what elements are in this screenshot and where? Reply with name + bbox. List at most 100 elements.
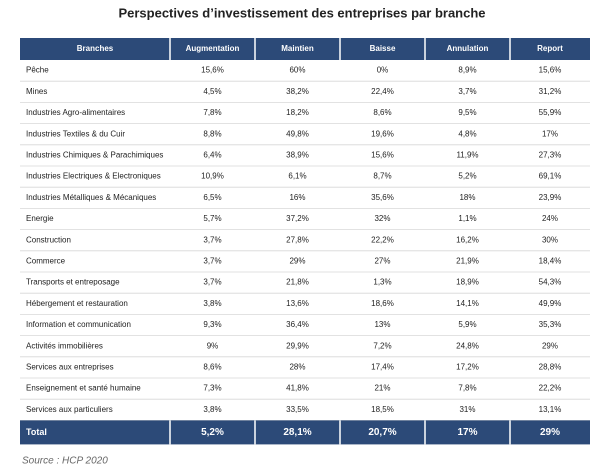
branch-cell: Industries Electriques & Electroniques	[26, 172, 161, 181]
value-cell: 27%	[374, 257, 390, 266]
value-cell: 6,5%	[203, 193, 221, 202]
value-cell: 13%	[374, 320, 390, 329]
value-cell: 29%	[289, 257, 305, 266]
branch-cell: Mines	[26, 87, 47, 96]
value-cell: 0%	[377, 66, 389, 75]
value-cell: 9%	[207, 341, 219, 350]
branch-cell: Information et communication	[26, 320, 131, 329]
branch-cell: Construction	[26, 235, 71, 244]
value-cell: 22,4%	[371, 87, 394, 96]
value-cell: 27,3%	[539, 151, 562, 160]
branch-cell: Industries Agro-alimentaires	[26, 108, 125, 117]
value-cell: 15,6%	[201, 66, 224, 75]
value-cell: 60%	[289, 66, 305, 75]
branch-cell: Enseignement et santé humaine	[26, 384, 141, 393]
value-cell: 29%	[542, 341, 558, 350]
source: Source : HCP 2020	[22, 456, 108, 467]
branch-cell: Industries Métalliques & Mécaniques	[26, 193, 156, 202]
value-cell: 33,5%	[286, 405, 309, 414]
value-cell: 5,7%	[203, 214, 221, 223]
value-cell: 15,6%	[539, 66, 562, 75]
header-cell: Maintien	[281, 44, 314, 53]
value-cell: 8,9%	[458, 66, 476, 75]
branch-cell: Industries Textiles & du Cuir	[26, 129, 125, 138]
value-cell: 27,8%	[286, 235, 309, 244]
value-cell: 8,6%	[373, 108, 391, 117]
value-cell: 3,7%	[203, 257, 221, 266]
value-cell: 28%	[289, 363, 305, 372]
value-cell: 41,8%	[286, 384, 309, 393]
value-cell: 1,3%	[373, 278, 391, 287]
value-cell: 18,2%	[286, 108, 309, 117]
branch-cell: Energie	[26, 214, 54, 223]
value-cell: 37,2%	[286, 214, 309, 223]
value-cell: 24%	[542, 214, 558, 223]
value-cell: 49,8%	[286, 129, 309, 138]
branch-cell: Hébergement et restauration	[26, 299, 128, 308]
value-cell: 16,2%	[456, 235, 479, 244]
value-cell: 31%	[459, 405, 475, 414]
value-cell: 3,7%	[458, 87, 476, 96]
header-cell: Branches	[77, 44, 114, 53]
value-cell: 7,3%	[203, 384, 221, 393]
header-cell: Annulation	[447, 44, 489, 53]
branch-cell: Commerce	[26, 257, 66, 266]
value-cell: 10,9%	[201, 172, 224, 181]
value-cell: 17%	[542, 129, 558, 138]
total-cell: 5,2%	[201, 427, 224, 438]
value-cell: 36,4%	[286, 320, 309, 329]
value-cell: 21,9%	[456, 257, 479, 266]
value-cell: 4,5%	[203, 87, 221, 96]
value-cell: 32%	[374, 214, 390, 223]
branch-cell: Pêche	[26, 66, 49, 75]
value-cell: 24,8%	[456, 341, 479, 350]
header-cell: Augmentation	[186, 44, 240, 53]
value-cell: 6,1%	[288, 172, 306, 181]
branch-cell: Activités immobilières	[26, 341, 103, 350]
value-cell: 15,6%	[371, 151, 394, 160]
value-cell: 18,9%	[456, 278, 479, 287]
header-row	[20, 38, 590, 60]
value-cell: 69,1%	[539, 172, 562, 181]
value-cell: 22,2%	[539, 384, 562, 393]
value-cell: 6,4%	[203, 151, 221, 160]
value-cell: 3,8%	[203, 405, 221, 414]
value-cell: 23,9%	[539, 193, 562, 202]
value-cell: 55,9%	[539, 108, 562, 117]
value-cell: 13,1%	[539, 405, 562, 414]
value-cell: 11,9%	[456, 151, 478, 160]
branch-cell: Industries Chimiques & Parachimiques	[26, 151, 163, 160]
header-cell: Baisse	[370, 44, 396, 53]
value-cell: 21,8%	[286, 278, 309, 287]
value-cell: 29,9%	[286, 341, 309, 350]
value-cell: 3,7%	[203, 278, 221, 287]
value-cell: 1,1%	[458, 214, 476, 223]
value-cell: 4,8%	[458, 129, 476, 138]
title: Perspectives d’investissement des entrep…	[118, 5, 485, 20]
value-cell: 13,6%	[286, 299, 309, 308]
value-cell: 31,2%	[539, 87, 562, 96]
value-cell: 3,8%	[203, 299, 221, 308]
value-cell: 17,4%	[371, 363, 394, 372]
value-cell: 30%	[542, 235, 558, 244]
total-cell: 17%	[457, 427, 477, 438]
value-cell: 7,2%	[373, 341, 391, 350]
header-cell: Report	[537, 44, 563, 53]
value-cell: 54,3%	[539, 278, 562, 287]
value-cell: 18%	[459, 193, 475, 202]
value-cell: 9,5%	[458, 108, 476, 117]
total-cell: 28,1%	[283, 427, 311, 438]
value-cell: 8,8%	[203, 129, 221, 138]
value-cell: 18,6%	[371, 299, 394, 308]
value-cell: 9,3%	[203, 320, 221, 329]
value-cell: 22,2%	[371, 235, 394, 244]
value-cell: 7,8%	[203, 108, 221, 117]
value-cell: 49,9%	[539, 299, 562, 308]
value-cell: 18,5%	[371, 405, 394, 414]
value-cell: 8,6%	[203, 363, 221, 372]
value-cell: 38,2%	[286, 87, 309, 96]
value-cell: 35,3%	[539, 320, 562, 329]
branch-cell: Services aux particuliers	[26, 405, 113, 414]
value-cell: 19,6%	[371, 129, 394, 138]
